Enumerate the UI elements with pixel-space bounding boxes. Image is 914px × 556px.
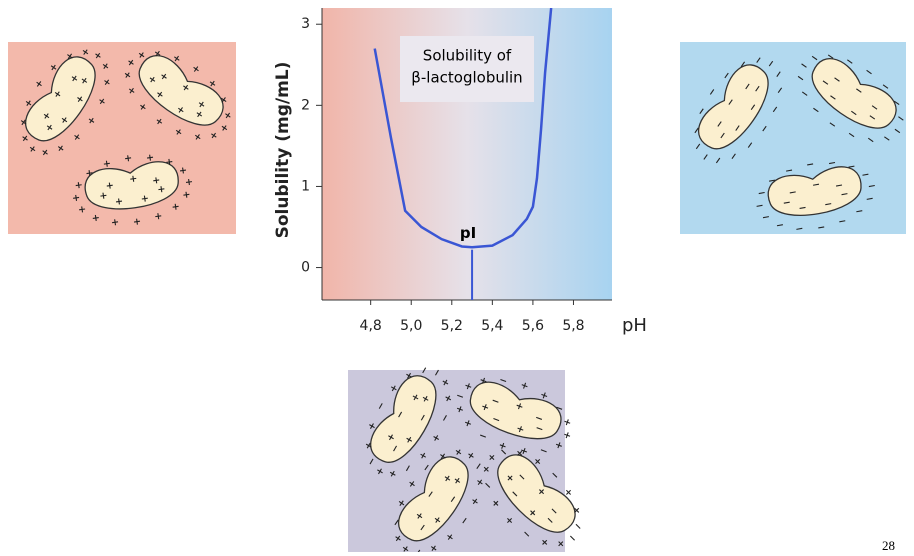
page-number: 28 (882, 538, 895, 552)
x-axis-label: pH (622, 315, 647, 336)
y-axis-label: Solubility (mg/mL) (273, 62, 293, 239)
x-tick-label: 5,6 (522, 318, 544, 334)
y-tick-label: 2 (301, 97, 310, 113)
x-tick-label: 5,2 (441, 318, 463, 334)
annotation: β-lactoglobulin (411, 69, 522, 87)
charge (570, 536, 574, 540)
annotation: Solubility of (423, 47, 512, 65)
slide: Solubility of β-lactoglobulin Solubility… (0, 0, 914, 552)
x-tick-label: 4,8 (360, 318, 382, 334)
y-tick-label: 0 (301, 260, 310, 276)
y-tick-label: 1 (301, 178, 310, 194)
charge (576, 524, 580, 528)
pi-label: pI (460, 224, 476, 242)
x-tick-label: 5,4 (481, 318, 503, 334)
y-tick-label: 3 (301, 16, 310, 32)
x-tick-label: 5,8 (562, 318, 584, 334)
x-tick-label: 5,0 (400, 318, 422, 334)
